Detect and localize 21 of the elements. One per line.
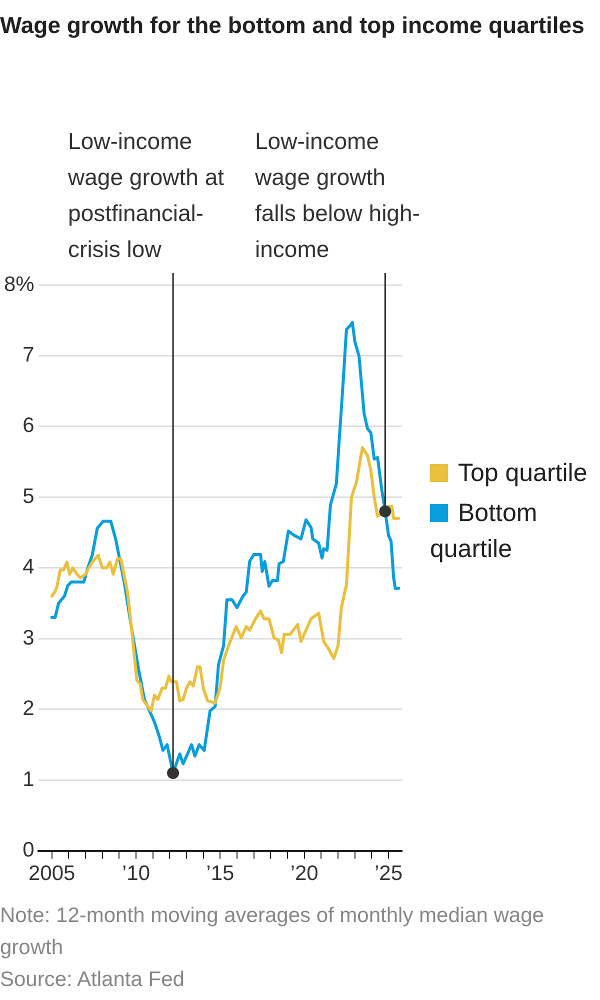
chart-title: Wage growth for the bottom and top income quartiles <box>0 11 586 40</box>
y-tick-label: 1 <box>22 768 34 791</box>
x-tick-label: ’20 <box>290 862 318 886</box>
y-tick-label: 3 <box>22 626 34 650</box>
text: Note: 12-month moving averages of monthly median wage growth <box>0 903 545 961</box>
y-tick-label: 0 <box>22 838 34 862</box>
annotation: Low-income wage growth at postfinancial-crisis low <box>68 127 226 264</box>
x-tick-label: ’15 <box>206 862 234 886</box>
x-tick-label: ’25 <box>374 862 403 886</box>
source-note: Source: Atlanta Fed <box>0 967 186 993</box>
y-tick-label: 4 <box>22 556 35 579</box>
annotation: Low-income wage growth falls below high-income <box>255 127 421 264</box>
y-tick-label: 6 <box>22 414 34 438</box>
y-tick-label: 2 <box>22 697 34 720</box>
y-tick-label: 5 <box>22 484 34 508</box>
legend-label: Top quartile <box>457 458 588 489</box>
y-tick-label: 8% <box>4 272 34 296</box>
x-tick-label: ’10 <box>122 862 150 886</box>
y-tick-label: 7 <box>22 344 34 367</box>
x-tick-label: 2005 <box>28 862 76 886</box>
legend-label: Bottom quartile <box>430 498 538 565</box>
